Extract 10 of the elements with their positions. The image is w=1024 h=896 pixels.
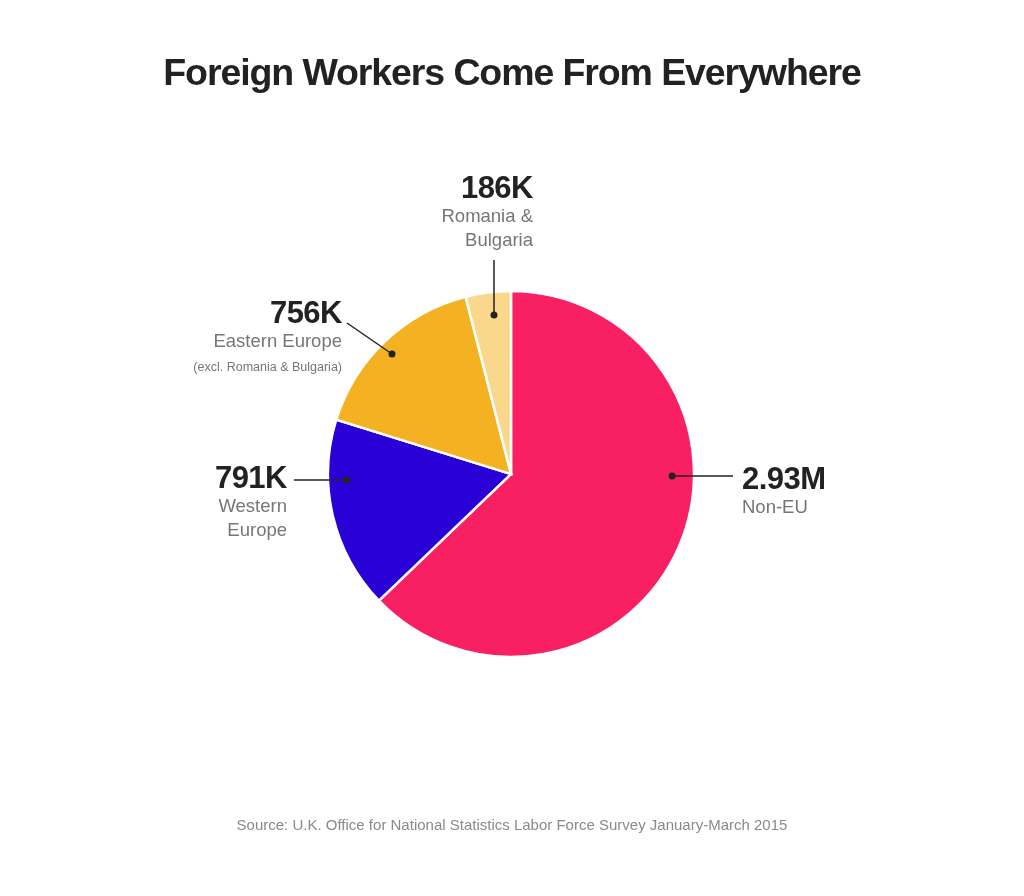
slice-label: Eastern Europe (excl. Romania & Bulgaria)	[193, 330, 342, 374]
source-note: Source: U.K. Office for National Statistics Labor Force Survey January-March 2015	[235, 816, 789, 833]
data-label: 791K	[214, 460, 289, 495]
data-label: 2.93M	[742, 461, 826, 496]
data-label: 756K	[269, 295, 344, 330]
slice-label: Western Europe	[218, 495, 287, 540]
data-label: 186K	[460, 170, 535, 205]
slice-label: Non-EU	[742, 496, 808, 517]
slice-label: Romania & Bulgaria	[441, 205, 534, 250]
chart-title: Foreign Workers Come From Everywhere	[162, 51, 862, 93]
